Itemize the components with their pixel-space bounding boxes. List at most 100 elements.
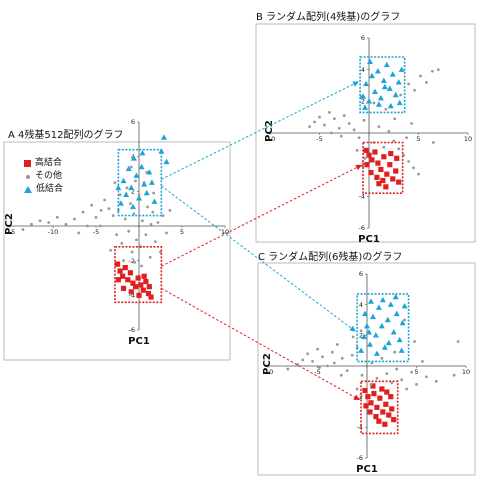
point-other (122, 259, 125, 263)
point-other (431, 141, 435, 144)
point-high-binding (389, 406, 395, 412)
point-low-binding (363, 80, 370, 87)
plot-frame (3, 141, 231, 361)
legend-triangle-marker (24, 186, 32, 193)
x-tick-label: -5 (316, 135, 322, 143)
point-other (125, 186, 129, 190)
point-other (413, 340, 416, 343)
point-other (107, 207, 111, 211)
point-other (94, 215, 98, 219)
point-other (412, 166, 415, 170)
point-high-binding (366, 152, 372, 158)
point-high-binding (114, 261, 121, 267)
point-high-binding (372, 149, 378, 155)
point-high-binding (384, 389, 390, 395)
point-other (456, 340, 460, 343)
point-other (98, 224, 102, 228)
point-other (64, 222, 68, 226)
point-high-binding (122, 265, 128, 271)
chart-b: -10 -5 5 10 -6 -4 -2 2 4 6 PC1 PC2 (255, 23, 476, 245)
point-low-binding (141, 181, 148, 187)
point-high-binding (135, 275, 141, 281)
point-low-binding (393, 310, 400, 317)
point-other (403, 318, 407, 322)
point-other (425, 80, 428, 84)
point-other (21, 228, 25, 231)
point-other (392, 139, 396, 143)
point-low-binding (364, 322, 370, 329)
point-high-binding (362, 387, 368, 394)
point-high-binding (388, 150, 394, 157)
point-other (152, 191, 156, 195)
point-high-binding (120, 273, 126, 279)
point-other (73, 217, 76, 221)
point-high-binding (379, 386, 385, 392)
legend-label-other: その他 (35, 171, 63, 181)
low-binding-region-box (356, 293, 410, 363)
point-other (133, 261, 137, 264)
y-tick-label: -2 (129, 257, 135, 265)
point-high-binding (383, 184, 389, 190)
point-high-binding (146, 284, 152, 290)
point-other (330, 350, 334, 354)
point-high-binding (396, 179, 402, 185)
point-other (134, 179, 137, 183)
point-other (419, 74, 422, 78)
y-tick-label: 2 (361, 98, 365, 106)
point-other (99, 209, 103, 212)
point-other (326, 364, 329, 368)
point-high-binding (368, 169, 374, 176)
point-high-binding (369, 157, 375, 163)
point-other (153, 240, 157, 244)
point-low-binding (396, 99, 403, 106)
point-low-binding (362, 104, 369, 110)
legend: 高結合 その他 低結合 (24, 157, 63, 196)
point-other (311, 360, 314, 363)
point-other (149, 222, 153, 226)
y-tick-label: 6 (359, 270, 363, 278)
point-other (286, 367, 290, 371)
point-low-binding (128, 184, 135, 191)
point-other (141, 219, 144, 223)
point-other (132, 212, 136, 216)
x-axis-label: PC1 (358, 234, 380, 245)
point-other (347, 122, 351, 125)
point-other (103, 198, 106, 202)
point-high-binding (382, 421, 388, 427)
point-other (306, 352, 309, 356)
point-high-binding (377, 395, 383, 401)
y-tick-label: -4 (357, 424, 363, 432)
point-other (151, 210, 155, 214)
legend-square-marker (24, 160, 31, 167)
y-tick-label: -2 (357, 393, 363, 401)
point-low-binding (129, 203, 136, 210)
point-other (430, 69, 434, 73)
point-other (380, 356, 384, 360)
point-other (405, 136, 409, 140)
point-other (77, 231, 81, 235)
high-binding-region-box (114, 246, 163, 304)
point-other (399, 93, 403, 97)
point-high-binding (364, 162, 370, 168)
x-tick-label: -5 (93, 228, 99, 236)
point-high-binding (141, 273, 147, 279)
low-binding-region-box (117, 148, 163, 217)
legend-label-high: 高結合 (35, 158, 63, 168)
point-other (369, 383, 373, 386)
point-other (308, 125, 311, 129)
y-tick-label: -4 (359, 193, 365, 201)
point-low-binding (375, 101, 382, 107)
point-other (38, 219, 42, 223)
point-low-binding (366, 58, 373, 64)
arrow-a-to-b-high (161, 164, 362, 267)
point-high-binding (381, 154, 387, 160)
chart-a-title: A 4残基512配列のグラフ (8, 130, 124, 141)
point-low-binding (396, 336, 403, 343)
legend-label-low: 低結合 (36, 184, 64, 194)
point-high-binding (375, 160, 381, 166)
point-other (339, 134, 343, 138)
point-high-binding (140, 287, 146, 293)
point-low-binding (389, 71, 396, 77)
point-low-binding (160, 134, 167, 140)
